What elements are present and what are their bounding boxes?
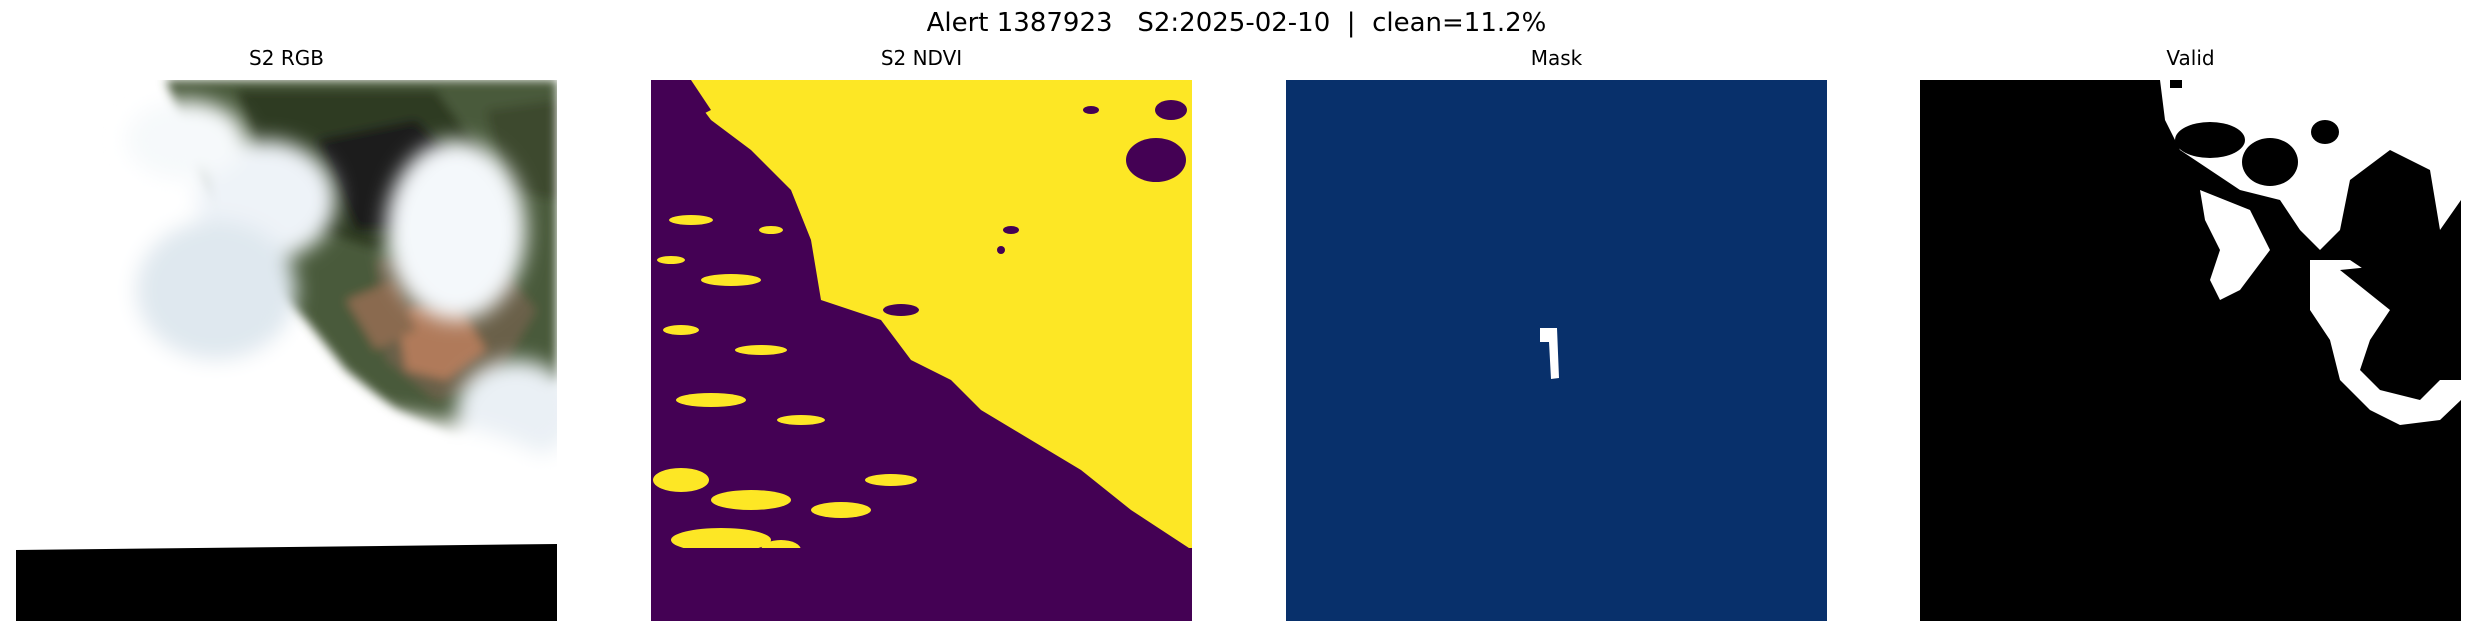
panel-title-s2-rgb: S2 RGB [249,46,324,70]
panel-title-mask: Mask [1530,46,1583,70]
figure-title: Alert 1387923 S2:2025-02-10 | clean=11.2… [926,8,1547,38]
valid-image [1920,80,2461,621]
s2-ndvi-image [651,80,1192,621]
mask-image [1286,80,1827,621]
panel-title-valid: Valid [2166,46,2215,70]
s2-rgb-image [16,80,557,621]
panel-title-s2-ndvi: S2 NDVI [880,46,963,70]
